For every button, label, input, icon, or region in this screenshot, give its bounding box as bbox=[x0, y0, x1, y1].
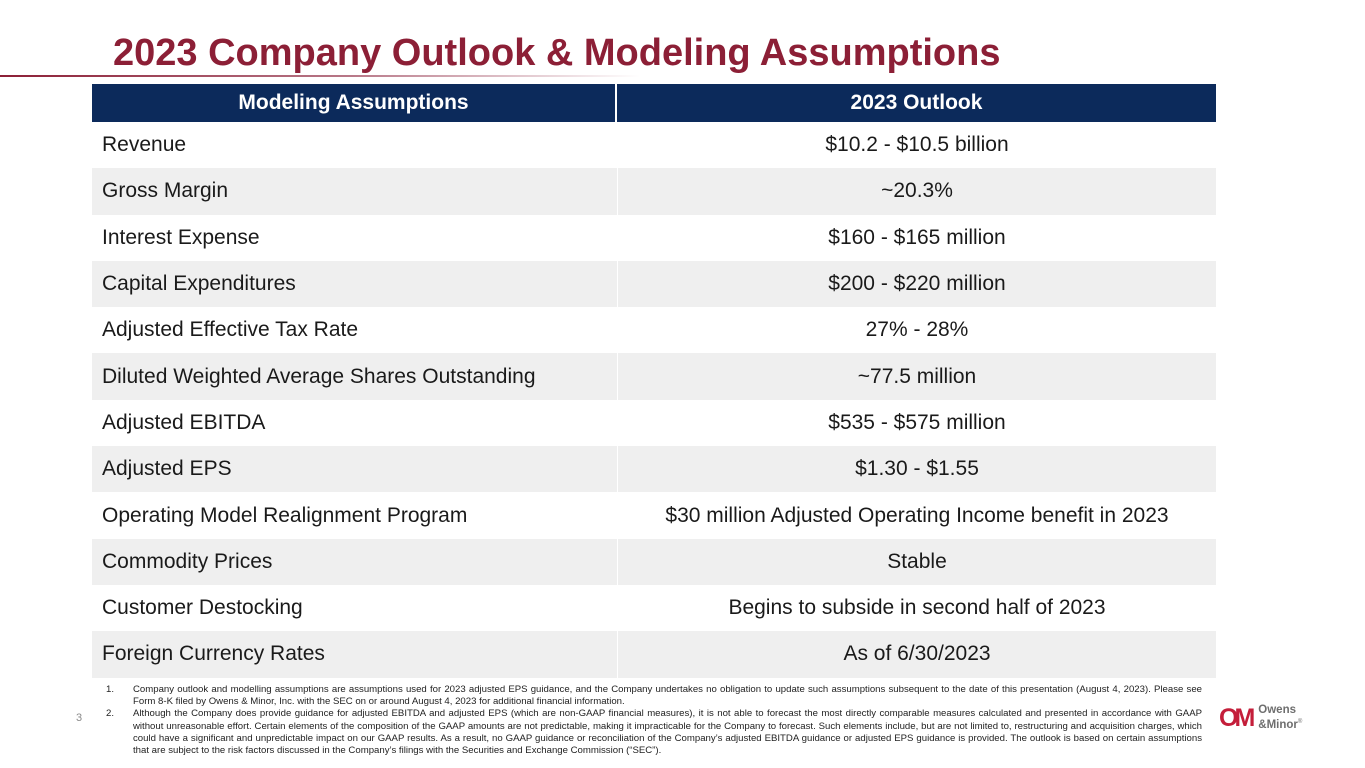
assumption-cell: Diluted Weighted Average Shares Outstand… bbox=[92, 353, 617, 400]
table-row: Operating Model Realignment Program $30 m… bbox=[92, 492, 1216, 538]
footnotes: 1. Company outlook and modelling assumpt… bbox=[106, 684, 1202, 757]
table-row: Capital Expenditures $200 - $220 million bbox=[92, 260, 1216, 308]
footnote: 1. Company outlook and modelling assumpt… bbox=[106, 684, 1202, 708]
table-row: Adjusted EPS $1.30 - $1.55 bbox=[92, 446, 1216, 493]
footnote-text: Company outlook and modelling assumption… bbox=[133, 684, 1202, 708]
table-row: Commodity Prices Stable bbox=[92, 538, 1216, 585]
outlook-cell: $160 - $165 million bbox=[828, 225, 1006, 249]
logo-line-2: &Minor® bbox=[1258, 717, 1302, 731]
table-row: Adjusted Effective Tax Rate 27% - 28% bbox=[92, 307, 1216, 353]
assumption-cell: Customer Destocking bbox=[102, 596, 303, 620]
logo-letter-o: O bbox=[1219, 704, 1239, 732]
page-title: 2023 Company Outlook & Modeling Assumpti… bbox=[113, 32, 1001, 74]
logo-line-2-text: &Minor bbox=[1258, 718, 1298, 731]
table-row: Gross Margin ~20.3% bbox=[92, 168, 1216, 215]
header-2023-outlook: 2023 Outlook bbox=[617, 84, 1216, 122]
table-row: Interest Expense $160 - $165 million bbox=[92, 215, 1216, 261]
outlook-cell: ~77.5 million bbox=[618, 353, 1216, 400]
table-row: Diluted Weighted Average Shares Outstand… bbox=[92, 353, 1216, 400]
footnote: 2. Although the Company does provide gui… bbox=[106, 708, 1202, 757]
table-row: Adjusted EBITDA $535 - $575 million bbox=[92, 400, 1216, 446]
outlook-cell: Begins to subside in second half of 2023 bbox=[728, 596, 1106, 620]
table-row: Customer Destocking Begins to subside in … bbox=[92, 585, 1216, 631]
assumption-cell: Commodity Prices bbox=[92, 538, 617, 585]
outlook-cell: $30 million Adjusted Operating Income be… bbox=[665, 503, 1169, 527]
logo-trademark: ® bbox=[1297, 718, 1303, 725]
table-row: Foreign Currency Rates As of 6/30/2023 bbox=[92, 631, 1216, 678]
table-body: Revenue $10.2 - $10.5 billion Gross Margin… bbox=[92, 122, 1216, 678]
assumption-cell: Adjusted EBITDA bbox=[102, 410, 266, 434]
assumption-cell: Gross Margin bbox=[92, 168, 617, 215]
outlook-cell: As of 6/30/2023 bbox=[618, 631, 1216, 678]
assumption-cell: Capital Expenditures bbox=[92, 260, 617, 308]
logo-line-1: Owens bbox=[1258, 704, 1296, 717]
outlook-cell: ~20.3% bbox=[618, 168, 1216, 215]
logo-wordmark: Owens &Minor® bbox=[1258, 705, 1302, 731]
header-modeling-assumptions: Modeling Assumptions bbox=[92, 84, 615, 122]
table-row: Revenue $10.2 - $10.5 billion bbox=[92, 122, 1216, 168]
outlook-cell: $10.2 - $10.5 billion bbox=[825, 133, 1009, 157]
footnote-text: Although the Company does provide guidan… bbox=[133, 708, 1202, 757]
title-underline bbox=[0, 75, 640, 77]
outlook-cell: $200 - $220 million bbox=[618, 260, 1216, 308]
page-number: 3 bbox=[76, 712, 83, 724]
logo-letter-m: M bbox=[1234, 704, 1255, 732]
table-header-row: Modeling Assumptions 2023 Outlook bbox=[92, 84, 1216, 122]
assumption-cell: Revenue bbox=[102, 133, 187, 157]
assumption-cell: Operating Model Realignment Program bbox=[102, 503, 468, 527]
outlook-table: Modeling Assumptions 2023 Outlook Revenu… bbox=[92, 84, 1216, 678]
assumption-cell: Adjusted EPS bbox=[92, 446, 617, 493]
outlook-cell: Stable bbox=[618, 538, 1216, 585]
assumption-cell: Adjusted Effective Tax Rate bbox=[102, 318, 359, 342]
assumption-cell: Interest Expense bbox=[102, 225, 260, 249]
footnote-number: 1. bbox=[106, 684, 115, 695]
outlook-cell: $535 - $575 million bbox=[828, 410, 1006, 434]
footnote-number: 2. bbox=[106, 708, 115, 720]
assumption-cell: Foreign Currency Rates bbox=[92, 631, 617, 678]
outlook-cell: $1.30 - $1.55 bbox=[618, 446, 1216, 493]
outlook-cell: 27% - 28% bbox=[865, 318, 969, 342]
